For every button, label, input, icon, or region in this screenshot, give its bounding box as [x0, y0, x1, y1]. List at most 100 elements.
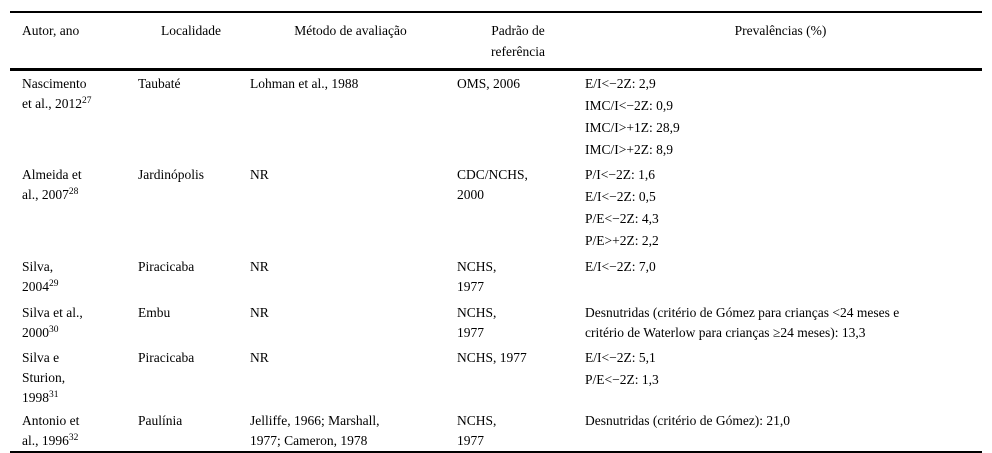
padrao-line: NCHS, — [457, 305, 497, 320]
prevalencia-line: P/E<−2Z: 1,3 — [585, 372, 659, 387]
autor-line: et al., 201227 — [22, 96, 92, 111]
padrao-cell: NCHS, 1977 — [457, 254, 585, 300]
localidade-line: Piracicaba — [138, 259, 195, 274]
prevalencias-cell: E/I<−2Z: 7,0 — [585, 254, 982, 300]
prevalencia-item: E/I<−2Z: 2,9 — [585, 74, 976, 94]
metodo-line: Lohman et al., 1988 — [250, 76, 359, 91]
padrao-line: 1977 — [457, 279, 484, 294]
column-header-localidade: Localidade — [138, 12, 250, 70]
prevalencia-line: P/E<−2Z: 4,3 — [585, 211, 659, 226]
reference-superscript: 31 — [49, 390, 59, 400]
header-line: Padrão de — [491, 23, 545, 38]
metodo-cell: NR — [250, 254, 457, 300]
padrao-line: 1977 — [457, 325, 484, 340]
padrao-line: 1977 — [457, 433, 484, 448]
autor-line: Silva et al., — [22, 305, 83, 320]
autor-cell: Almeida et al., 200728 — [10, 162, 138, 254]
prevalencia-line: Desnutridas (critério de Gómez): 21,0 — [585, 413, 791, 428]
padrao-line: NCHS, — [457, 413, 497, 428]
prevalence-studies-table: Autor, ano Localidade Método de avaliação P… — [10, 11, 982, 453]
autor-line: al., 200728 — [22, 187, 79, 202]
prevalencias-cell: Desnutridas (critério de Gómez para cria… — [585, 300, 982, 345]
metodo-line: NR — [250, 259, 269, 274]
autor-line: Silva, — [22, 259, 54, 274]
prevalencia-line: P/I<−2Z: 1,6 — [585, 167, 655, 182]
metodo-cell: NR — [250, 345, 457, 408]
header-line: Autor, ano — [22, 23, 80, 38]
localidade-line: Jardinópolis — [138, 167, 204, 182]
padrao-line: NCHS, 1977 — [457, 350, 527, 365]
autor-cell: Silva et al., 200030 — [10, 300, 138, 345]
reference-superscript: 29 — [49, 279, 59, 289]
column-header-autor: Autor, ano — [10, 12, 138, 70]
autor-cell: Nascimento et al., 201227 — [10, 70, 138, 163]
reference-superscript: 27 — [82, 96, 92, 106]
metodo-cell: NR — [250, 300, 457, 345]
header-line: Localidade — [161, 23, 221, 38]
prevalencia-item: IMC/I>+2Z: 8,9 — [585, 140, 976, 160]
table-row: Antonio et al., 199632 Paulínia Jelliffe, 1… — [10, 408, 982, 452]
column-header-padrao: Padrão de referência — [457, 12, 585, 70]
prevalencias-cell: P/I<−2Z: 1,6 E/I<−2Z: 0,5 P/E<−2Z: 4,3 P/E>… — [585, 162, 982, 254]
column-header-prevalencias: Prevalências (%) — [585, 12, 982, 70]
prevalencia-item: P/E<−2Z: 4,3 — [585, 209, 976, 229]
prevalencia-line: Desnutridas (critério de Gómez para cria… — [585, 305, 900, 320]
padrao-line: OMS, 2006 — [457, 76, 521, 91]
prevalencia-item: IMC/I<−2Z: 0,9 — [585, 96, 976, 116]
autor-line: Almeida et — [22, 167, 82, 182]
prevalencia-line: E/I<−2Z: 2,9 — [585, 76, 656, 91]
localidade-line: Embu — [138, 305, 171, 320]
prevalencia-line: E/I<−2Z: 5,1 — [585, 350, 656, 365]
column-header-metodo: Método de avaliação — [250, 12, 457, 70]
table-header-row: Autor, ano Localidade Método de avaliação P… — [10, 12, 982, 70]
localidade-cell: Jardinópolis — [138, 162, 250, 254]
reference-superscript: 28 — [68, 187, 79, 197]
prevalencias-cell: E/I<−2Z: 2,9 IMC/I<−2Z: 0,9 IMC/I>+1Z: 28,… — [585, 70, 982, 163]
padrao-cell: NCHS, 1977 — [457, 345, 585, 408]
table-row: Silva et al., 200030 Embu NR NCHS, 1977 Desnut… — [10, 300, 982, 345]
table-row: Almeida et al., 200728 Jardinópolis NR CDC/N… — [10, 162, 982, 254]
table-row: Silva, 200429 Piracicaba NR NCHS, 1977 E/I<−2Z… — [10, 254, 982, 300]
padrao-cell: OMS, 2006 — [457, 70, 585, 163]
prevalencia-item: E/I<−2Z: 7,0 — [585, 257, 976, 277]
table-row: Silva e Sturion, 199831 Piracicaba NR NCHS, 1… — [10, 345, 982, 408]
prevalencia-line: IMC/I>+2Z: 8,9 — [585, 142, 673, 157]
metodo-line: 1977; Cameron, 1978 — [250, 433, 368, 448]
autor-line: 200030 — [22, 325, 59, 340]
prevalencia-item: E/I<−2Z: 0,5 — [585, 187, 976, 207]
reference-superscript: 32 — [68, 433, 79, 443]
autor-line: Silva e — [22, 350, 60, 365]
metodo-cell: Jelliffe, 1966; Marshall, 1977; Cameron, … — [250, 408, 457, 452]
metodo-cell: NR — [250, 162, 457, 254]
localidade-cell: Taubaté — [138, 70, 250, 163]
autor-line: Antonio et — [22, 413, 80, 428]
prevalencia-item: P/I<−2Z: 1,6 — [585, 165, 976, 185]
prevalencia-line: critério de Waterlow para crianças ≥24 m… — [585, 325, 866, 340]
prevalencia-item: P/E>+2Z: 2,2 — [585, 231, 976, 251]
localidade-line: Piracicaba — [138, 350, 195, 365]
padrao-line: NCHS, — [457, 259, 497, 274]
localidade-line: Taubaté — [138, 76, 181, 91]
prevalencia-item: IMC/I>+1Z: 28,9 — [585, 118, 976, 138]
prevalencia-item: Desnutridas (critério de Gómez para cria… — [585, 303, 976, 343]
prevalencia-line: P/E>+2Z: 2,2 — [585, 233, 659, 248]
metodo-line: NR — [250, 350, 269, 365]
prevalencia-line: E/I<−2Z: 0,5 — [585, 189, 656, 204]
reference-superscript: 30 — [49, 325, 59, 335]
prevalencia-item: P/E<−2Z: 1,3 — [585, 370, 976, 390]
prevalencias-cell: Desnutridas (critério de Gómez): 21,0 — [585, 408, 982, 452]
metodo-line: Jelliffe, 1966; Marshall, — [250, 413, 380, 428]
header-line: Método de avaliação — [294, 23, 407, 38]
prevalencia-item: Desnutridas (critério de Gómez): 21,0 — [585, 411, 976, 431]
prevalencias-cell: E/I<−2Z: 5,1 P/E<−2Z: 1,3 — [585, 345, 982, 408]
padrao-cell: CDC/NCHS, 2000 — [457, 162, 585, 254]
autor-line: Sturion, — [22, 370, 66, 385]
autor-cell: Silva, 200429 — [10, 254, 138, 300]
autor-cell: Antonio et al., 199632 — [10, 408, 138, 452]
localidade-cell: Embu — [138, 300, 250, 345]
localidade-line: Paulínia — [138, 413, 183, 428]
prevalencia-line: IMC/I>+1Z: 28,9 — [585, 120, 680, 135]
autor-cell: Silva e Sturion, 199831 — [10, 345, 138, 408]
metodo-cell: Lohman et al., 1988 — [250, 70, 457, 163]
